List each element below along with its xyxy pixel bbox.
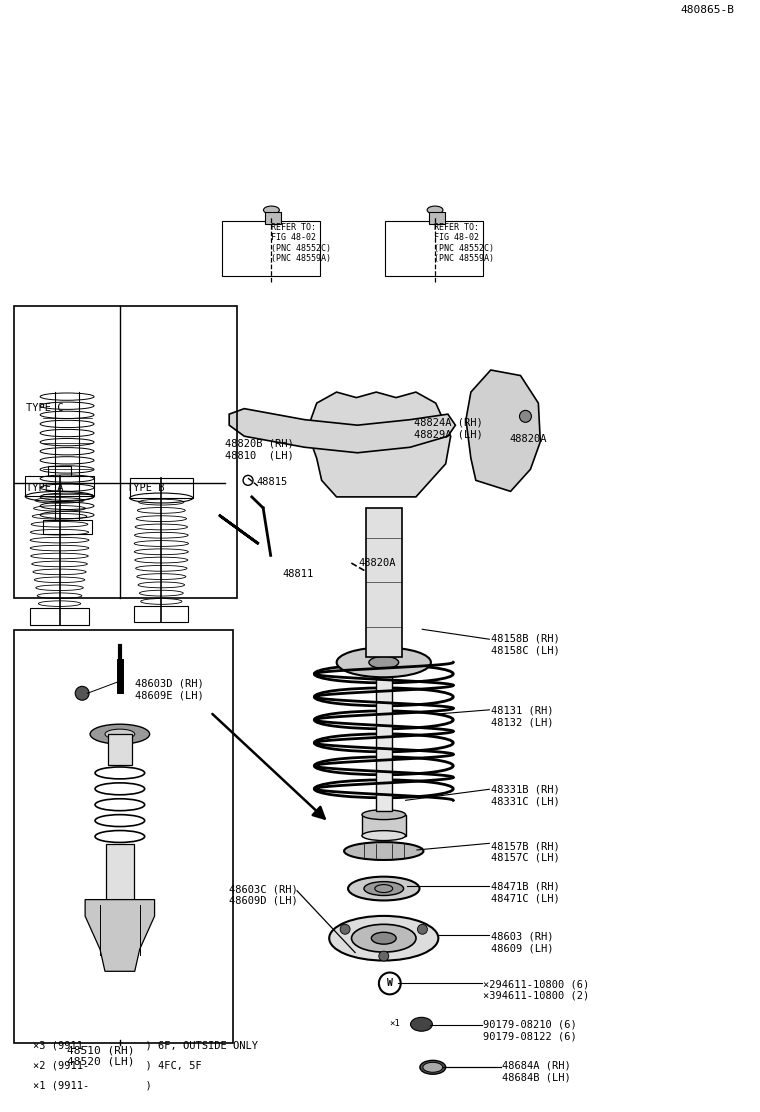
Bar [130,478,193,498]
Text: W: W [387,979,393,989]
Ellipse shape [337,647,431,677]
Bar [43,519,91,534]
Ellipse shape [344,842,423,860]
Circle shape [378,951,388,961]
Text: REFER TO:
FIG 48-02
(PNC 48552C)
(PNC 48559A): REFER TO: FIG 48-02 (PNC 48552C) (PNC 48… [271,224,331,264]
Bar [385,221,483,276]
Text: 48603C (RH)
48609D (LH): 48603C (RH) 48609D (LH) [230,884,298,906]
Text: 48603 (RH)
48609 (LH): 48603 (RH) 48609 (LH) [491,932,553,953]
Text: 48811: 48811 [282,568,313,578]
Bar [135,606,188,622]
Ellipse shape [105,729,135,739]
Text: ×1: ×1 [390,1019,401,1027]
Bar [108,734,131,765]
Text: 48815: 48815 [256,477,287,487]
Text: TYPE A: TYPE A [26,483,63,493]
Circle shape [520,410,531,423]
Bar [14,306,236,598]
Ellipse shape [410,1017,432,1031]
Text: ×1 (9911-         ): ×1 (9911- ) [33,1081,152,1091]
Polygon shape [307,393,451,497]
Ellipse shape [348,876,420,901]
Text: 48510 (RH)
48520 (LH): 48510 (RH) 48520 (LH) [67,1045,135,1066]
Bar [362,815,406,835]
Circle shape [75,686,89,701]
Bar [14,631,233,1043]
Bar [25,476,93,496]
Bar [222,221,320,276]
Text: 48820A: 48820A [359,557,397,567]
Polygon shape [85,900,154,971]
Bar [30,607,89,625]
Text: 48684A (RH)
48684B (LH): 48684A (RH) 48684B (LH) [502,1061,571,1082]
Text: 48157B (RH)
48157C (LH): 48157B (RH) 48157C (LH) [491,841,559,863]
Bar [429,212,445,224]
Ellipse shape [423,1062,443,1072]
Text: 48824A (RH)
48829A (LH): 48824A (RH) 48829A (LH) [414,417,483,439]
Circle shape [417,924,427,934]
Bar [48,466,71,476]
Ellipse shape [362,810,406,820]
Circle shape [340,924,350,934]
Text: 48820A: 48820A [510,434,547,444]
Text: 48131 (RH)
48132 (LH): 48131 (RH) 48132 (LH) [491,705,553,727]
Bar [376,663,391,812]
Text: 48471B (RH)
48471C (LH): 48471B (RH) 48471C (LH) [491,882,559,904]
Text: 48331B (RH)
48331C (LH): 48331B (RH) 48331C (LH) [491,785,559,806]
Ellipse shape [369,656,399,668]
Text: 48158B (RH)
48158C (LH): 48158B (RH) 48158C (LH) [491,634,559,655]
Ellipse shape [362,831,406,841]
Ellipse shape [329,916,439,961]
Text: TYPE B: TYPE B [128,483,165,493]
Bar [366,508,401,657]
Text: TYPE C: TYPE C [26,404,63,414]
Polygon shape [466,370,540,492]
Bar [265,212,281,224]
Bar [106,844,134,900]
Ellipse shape [364,882,404,895]
Text: ×3 (9911-         ) 6F, OUTSIDE ONLY: ×3 (9911- ) 6F, OUTSIDE ONLY [33,1041,258,1051]
Ellipse shape [352,924,416,952]
Ellipse shape [420,1061,445,1074]
Ellipse shape [427,206,443,214]
Text: 48603D (RH)
48609E (LH): 48603D (RH) 48609E (LH) [135,679,204,701]
Ellipse shape [264,206,280,214]
Text: REFER TO:
FIG 48-02
(PNC 48552C)
(PNC 48559A): REFER TO: FIG 48-02 (PNC 48552C) (PNC 48… [434,224,494,264]
Text: 480865-B: 480865-B [680,4,734,14]
Polygon shape [230,408,455,453]
Text: ×2 (9911-         ) 4FC, 5F: ×2 (9911- ) 4FC, 5F [33,1061,202,1071]
Ellipse shape [90,724,150,744]
Text: 90179-08210 (6)
90179-08122 (6): 90179-08210 (6) 90179-08122 (6) [483,1020,577,1042]
Text: ×294611-10800 (6)
×394611-10800 (2): ×294611-10800 (6) ×394611-10800 (2) [483,979,590,1001]
Ellipse shape [372,932,396,944]
Text: 48820B (RH)
48810  (LH): 48820B (RH) 48810 (LH) [226,438,294,460]
